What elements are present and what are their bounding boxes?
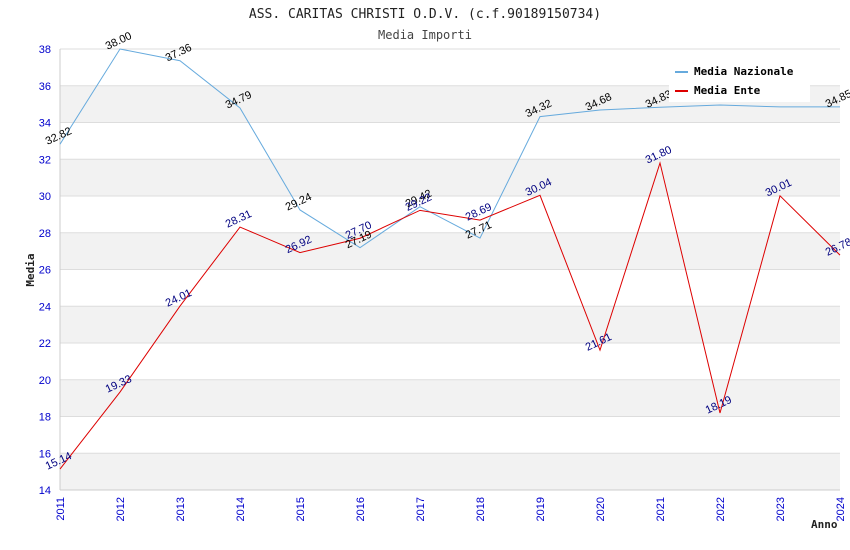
background-band: [60, 196, 840, 233]
series-line-nazionale: [59, 48, 840, 249]
x-tick-label: 2016: [355, 497, 367, 521]
x-tick-label: 2013: [175, 497, 187, 521]
y-tick-label: 24: [39, 301, 51, 313]
y-tick-label: 28: [39, 228, 51, 240]
legend-box: [669, 59, 810, 102]
x-tick-label: 2017: [415, 497, 427, 521]
y-tick-label: 34: [39, 118, 51, 130]
background-band: [60, 453, 840, 490]
x-tick-label: 2019: [535, 497, 547, 521]
y-tick-label: 16: [39, 448, 51, 460]
x-tick-label: 2024: [835, 497, 847, 521]
y-tick-label: 18: [39, 412, 51, 424]
y-tick-label: 36: [39, 81, 51, 93]
background-band: [60, 122, 840, 160]
x-tick-label: 2014: [235, 497, 247, 521]
y-tick-label: 30: [39, 191, 51, 203]
legend-label-ente: Media Ente: [694, 84, 761, 97]
legend-label-nazionale: Media Nazionale: [694, 65, 794, 78]
y-axis-label: Media: [24, 253, 37, 286]
x-axis-label: Anno: [811, 518, 838, 531]
x-tick-labels: 2011 2012 2013 2014 2015 2016 2017 2018 2019 2020…: [55, 497, 847, 521]
background-band: [60, 232, 840, 270]
x-tick-label: 2020: [595, 497, 607, 521]
y-tick-label: 38: [39, 44, 51, 56]
x-tick-label: 2021: [655, 497, 667, 521]
y-tick-label: 32: [39, 154, 51, 166]
y-tick-labels: 14 16 18 20 22 24 26 28 30 32 34 36 38: [39, 44, 51, 497]
y-tick-label: 22: [39, 338, 51, 350]
y-tick-label: 14: [39, 485, 51, 497]
series-line-ente: [59, 161, 841, 470]
x-tick-label: 2022: [715, 497, 727, 521]
x-tick-label: 2011: [55, 497, 67, 521]
y-tick-label: 26: [39, 265, 51, 277]
background-band: [60, 269, 840, 307]
background-band: [60, 416, 840, 454]
background-bands: [60, 49, 840, 490]
background-band: [60, 343, 840, 380]
x-tick-label: 2015: [295, 497, 307, 521]
background-band: [60, 159, 840, 196]
background-band: [60, 306, 840, 343]
legend: Media Nazionale Media Ente: [669, 59, 810, 102]
y-tick-label: 20: [39, 375, 51, 387]
chart-subtitle: Media Importi: [378, 28, 472, 42]
x-tick-label: 2012: [115, 497, 127, 521]
background-band: [60, 379, 840, 417]
x-tick-label: 2023: [775, 497, 787, 521]
chart-title: ASS. CARITAS CHRISTI O.D.V. (c.f.9018915…: [249, 7, 601, 22]
x-tick-label: 2018: [475, 497, 487, 521]
series-lines: [59, 48, 841, 470]
